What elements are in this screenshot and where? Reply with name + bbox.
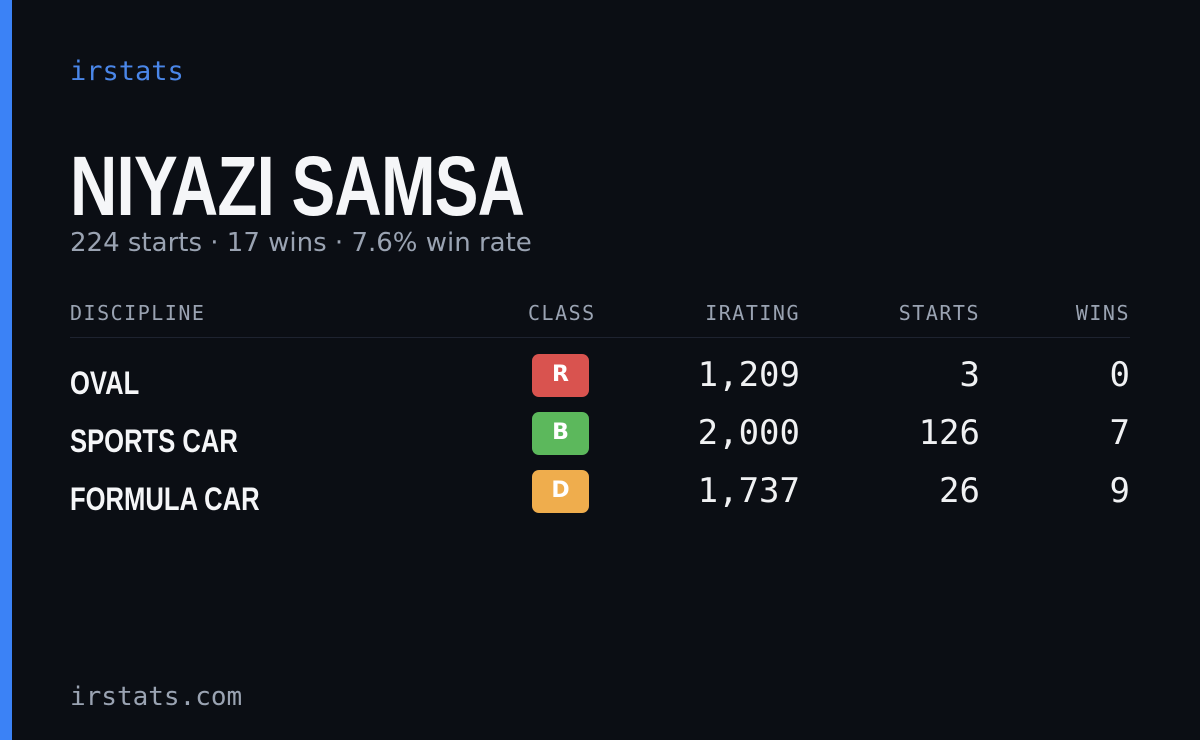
- accent-bar: [0, 0, 12, 740]
- column-header: WINS: [1075, 301, 1130, 325]
- column-header: IRATING: [705, 301, 800, 325]
- wins: 0: [1109, 355, 1130, 395]
- column-header: STARTS: [898, 301, 980, 325]
- irating: 2,000: [697, 413, 800, 453]
- wins: 7: [1109, 413, 1130, 453]
- class-badge: R: [532, 354, 589, 397]
- class-badge: D: [532, 470, 589, 513]
- brand: irstats: [70, 56, 184, 87]
- column-header: CLASS: [528, 301, 596, 325]
- column-header: DISCIPLINE: [70, 301, 206, 325]
- summary: 224 starts · 17 wins · 7.6% win rate: [70, 228, 532, 258]
- driver-name: NIYAZI SAMSA: [70, 139, 525, 233]
- discipline: FORMULA CAR: [70, 481, 260, 517]
- discipline: OVAL: [70, 365, 140, 401]
- footer: irstats.com: [70, 682, 243, 712]
- irating: 1,737: [697, 471, 800, 511]
- discipline: SPORTS CAR: [70, 423, 238, 459]
- header-rule: [70, 337, 1130, 338]
- starts: 26: [939, 471, 980, 511]
- starts: 126: [918, 413, 980, 453]
- starts: 3: [959, 355, 980, 395]
- irating: 1,209: [697, 355, 800, 395]
- wins: 9: [1109, 471, 1130, 511]
- class-badge: B: [532, 412, 589, 455]
